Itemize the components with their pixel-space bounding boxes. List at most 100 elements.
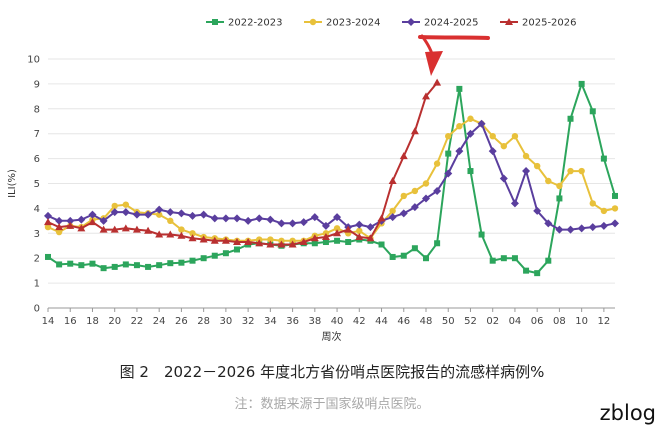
arrow-annotation: [418, 34, 490, 76]
data-point: [200, 255, 207, 262]
data-point: [455, 147, 464, 156]
x-tick-label: 02: [486, 316, 499, 327]
data-point: [255, 214, 264, 223]
data-point: [177, 209, 186, 218]
series-line: [47, 117, 616, 242]
data-point: [255, 239, 264, 247]
data-point: [156, 262, 163, 269]
data-point: [310, 213, 319, 222]
data-point: [167, 217, 174, 225]
data-point: [445, 150, 452, 157]
data-point: [477, 119, 486, 128]
data-point: [522, 152, 530, 160]
data-point: [321, 233, 330, 241]
data-point: [266, 240, 275, 248]
underline-stroke: [418, 35, 490, 40]
legend-item: 2023-2024: [304, 18, 381, 29]
data-point: [44, 218, 52, 226]
data-point: [489, 132, 496, 140]
legend-label: 2022-2023: [228, 18, 283, 29]
y-axis-label: ILI(%): [7, 169, 18, 198]
data-point: [310, 234, 319, 242]
data-point: [400, 252, 407, 259]
x-tick-label: 10: [575, 316, 588, 327]
data-point: [433, 160, 441, 167]
data-point: [110, 225, 119, 233]
data-point: [611, 219, 619, 228]
x-tick-label: 24: [153, 316, 166, 327]
data-point: [422, 92, 430, 100]
data-point: [199, 210, 208, 219]
data-point: [155, 205, 164, 214]
data-point: [89, 260, 96, 267]
data-point: [277, 219, 286, 228]
data-point: [88, 218, 97, 226]
data-point: [333, 225, 341, 232]
data-point: [578, 80, 585, 87]
data-point: [499, 174, 508, 183]
data-point: [234, 246, 240, 253]
data-point: [577, 224, 586, 233]
x-tick-label: 20: [108, 316, 121, 327]
data-point: [133, 262, 140, 269]
data-point: [244, 238, 253, 246]
legend-marker: [309, 18, 317, 26]
legend-item: 2022-2023: [206, 18, 283, 29]
x-tick-label: 14: [42, 316, 55, 327]
data-point: [567, 115, 574, 122]
data-point: [567, 167, 574, 175]
data-point: [333, 213, 342, 222]
legend-item: 2025-2026: [500, 18, 577, 29]
x-tick-label: 12: [598, 316, 611, 327]
data-point: [612, 192, 618, 199]
data-point: [199, 235, 208, 243]
data-point: [288, 219, 297, 228]
legend-marker: [407, 18, 415, 26]
data-point: [466, 129, 475, 138]
data-point: [233, 214, 241, 223]
x-tick-label: 46: [397, 316, 410, 327]
x-tick-label: 36: [286, 316, 299, 327]
data-point: [400, 192, 407, 200]
data-point: [444, 169, 453, 178]
data-point: [500, 142, 508, 150]
data-point: [311, 240, 318, 247]
data-point: [288, 240, 297, 248]
data-point: [166, 208, 175, 217]
data-point: [266, 215, 275, 224]
data-point: [399, 152, 408, 160]
data-point: [534, 270, 541, 277]
data-point: [344, 225, 353, 233]
legend-item: 2024-2025: [402, 18, 479, 29]
data-point: [44, 223, 52, 231]
data-point: [100, 265, 107, 272]
x-tick-label: 08: [553, 316, 566, 327]
data-point: [122, 261, 129, 268]
data-point: [55, 228, 63, 236]
source-note: 注：数据来源于国家级哨点医院。: [234, 397, 430, 412]
data-point: [88, 210, 97, 219]
data-point: [189, 230, 196, 237]
chart-legend: 2022-2023 2023-2024 2024-2025 2025-2026: [206, 18, 577, 29]
data-point: [467, 115, 474, 122]
y-tick-label: 8: [34, 104, 40, 115]
data-point: [333, 229, 342, 237]
data-point: [388, 213, 397, 222]
data-point: [600, 207, 608, 215]
data-point: [267, 236, 274, 243]
x-tick-label: 44: [375, 316, 388, 327]
watermark-text: zblog: [599, 401, 656, 425]
data-point: [132, 210, 141, 219]
data-point: [221, 236, 230, 244]
x-tick-label: 30: [220, 316, 233, 327]
data-point: [144, 210, 153, 219]
data-point: [111, 263, 118, 270]
data-point: [488, 147, 497, 156]
data-point: [589, 200, 596, 207]
y-tick-label: 6: [34, 154, 40, 165]
x-tick-label: 16: [64, 316, 77, 327]
data-point: [66, 216, 75, 225]
data-point: [244, 216, 253, 225]
data-point: [445, 132, 452, 140]
data-point: [334, 237, 341, 244]
